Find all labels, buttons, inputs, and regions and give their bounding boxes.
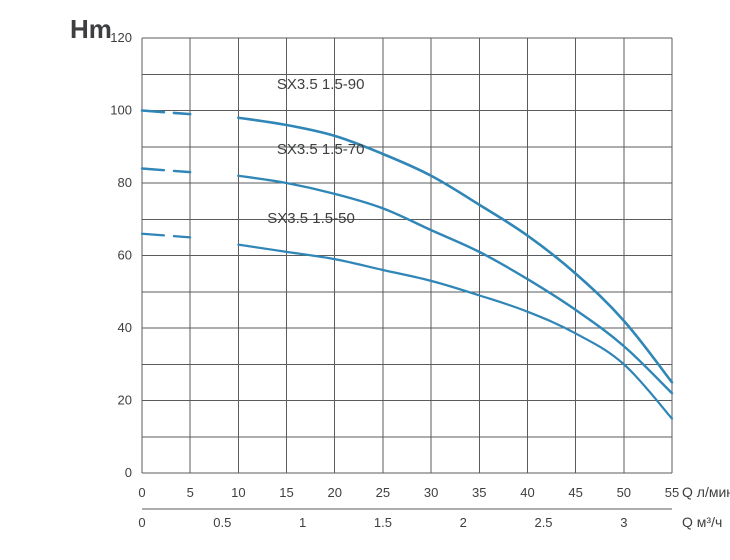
y-tick-label: 40: [118, 320, 132, 335]
y-tick-label: 100: [110, 103, 132, 118]
x-tick-label-lmin: 0: [138, 485, 145, 500]
x-tick-label-lmin: 45: [568, 485, 582, 500]
chart-stage: Hm0204060801001200510152025303540455055Q…: [0, 0, 730, 560]
pump-curve-chart: Hm0204060801001200510152025303540455055Q…: [0, 0, 730, 560]
x-tick-label-lmin: 30: [424, 485, 438, 500]
x-tick-label-m3h: 0: [138, 515, 145, 530]
x-tick-label-lmin: 5: [187, 485, 194, 500]
x-tick-label-lmin: 25: [376, 485, 390, 500]
series-label: SX3.5 1.5-90: [277, 76, 365, 93]
series-label: SX3.5 1.5-50: [267, 210, 355, 227]
x-tick-label-m3h: 0.5: [213, 515, 231, 530]
chart-bg: [0, 0, 730, 560]
x-axis-label-lmin: Q л/мин: [682, 484, 730, 500]
series-label: SX3.5 1.5-70: [277, 141, 365, 158]
x-tick-label-lmin: 35: [472, 485, 486, 500]
x-tick-label-m3h: 1.5: [374, 515, 392, 530]
x-tick-label-lmin: 55: [665, 485, 679, 500]
y-tick-label: 0: [125, 465, 132, 480]
x-tick-label-m3h: 3: [620, 515, 627, 530]
y-tick-label: 20: [118, 393, 132, 408]
x-tick-label-lmin: 15: [279, 485, 293, 500]
x-tick-label-lmin: 20: [327, 485, 341, 500]
y-tick-label: 120: [110, 30, 132, 45]
x-tick-label-m3h: 2: [460, 515, 467, 530]
x-tick-label-m3h: 2.5: [534, 515, 552, 530]
y-tick-label: 80: [118, 175, 132, 190]
x-axis-label-m3h: Q м³/ч: [682, 514, 722, 530]
x-tick-label-m3h: 1: [299, 515, 306, 530]
y-tick-label: 60: [118, 248, 132, 263]
x-tick-label-lmin: 50: [617, 485, 631, 500]
x-tick-label-lmin: 40: [520, 485, 534, 500]
x-tick-label-lmin: 10: [231, 485, 245, 500]
y-axis-title: Hm: [70, 14, 112, 44]
